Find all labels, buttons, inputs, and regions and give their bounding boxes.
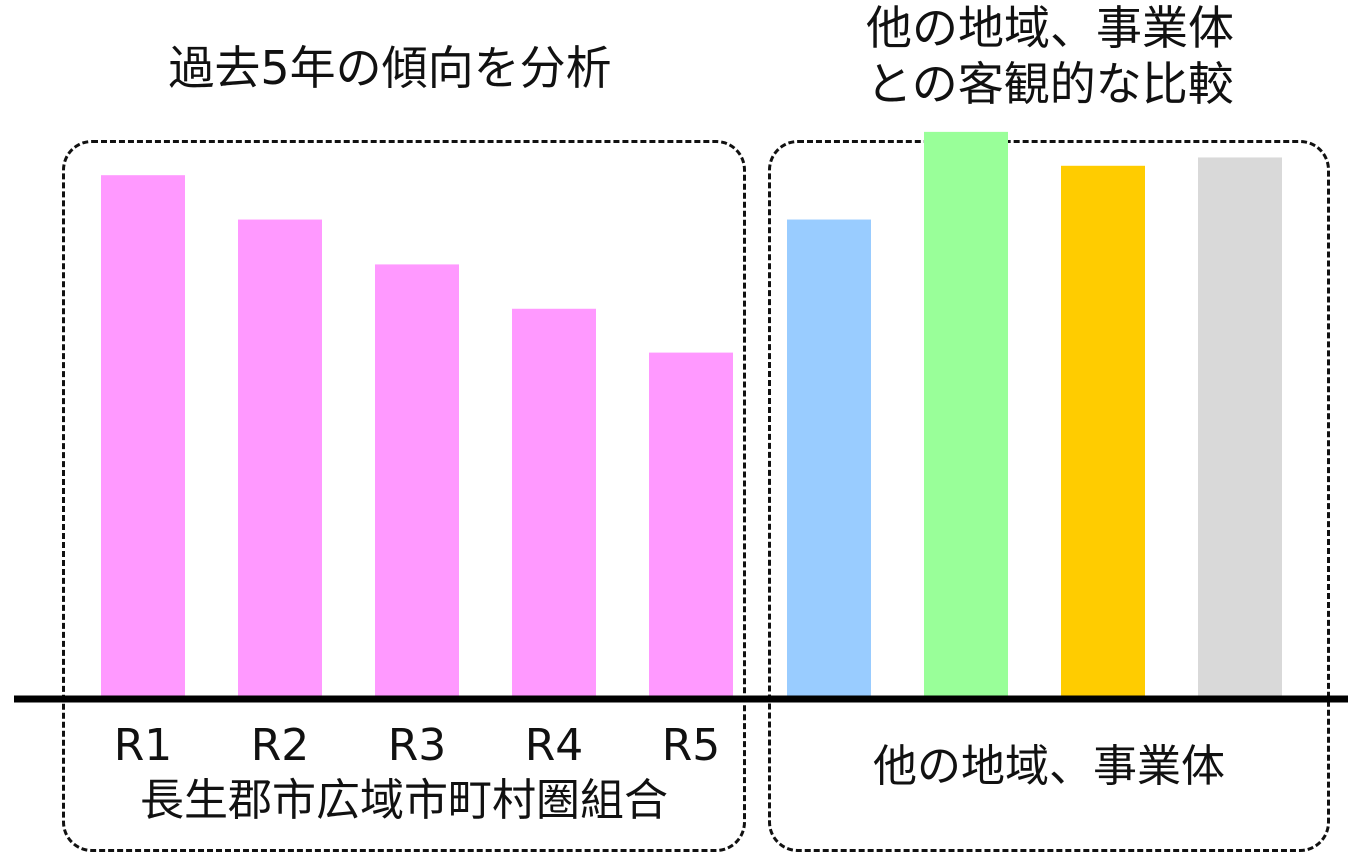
x-tick-label-r4: R4 — [525, 720, 584, 771]
bar-trend-3 — [375, 264, 459, 697]
bar-comparison-1 — [787, 219, 871, 697]
comparison-panel-frame — [768, 140, 1330, 852]
bar-trend-1 — [101, 175, 185, 697]
right-panel-title-line2: との客観的な比較 — [866, 57, 1234, 111]
past-trend-panel-frame — [62, 140, 746, 852]
bar-comparison-4 — [1198, 157, 1282, 697]
x-tick-label-r1: R1 — [114, 720, 173, 771]
bar-comparison-3 — [1061, 165, 1145, 698]
right-panel-caption: 他の地域、事業体 — [873, 741, 1225, 792]
bar-comparison-2 — [924, 131, 1008, 697]
left-panel-title: 過去5年の傾向を分析 — [168, 41, 612, 95]
right-panel-title-line1: 他の地域、事業体 — [866, 1, 1234, 55]
x-tick-label-r2: R2 — [251, 720, 310, 771]
left-panel-caption: 長生郡市広域市町村圏組合 — [140, 775, 668, 826]
x-tick-label-r5: R5 — [662, 720, 721, 771]
right-panel-title: 他の地域、事業体 との客観的な比較 — [770, 0, 1330, 112]
bar-trend-4 — [512, 308, 596, 697]
bar-trend-2 — [238, 219, 322, 697]
bar-trend-5 — [649, 352, 733, 697]
x-tick-label-r3: R3 — [388, 720, 447, 771]
